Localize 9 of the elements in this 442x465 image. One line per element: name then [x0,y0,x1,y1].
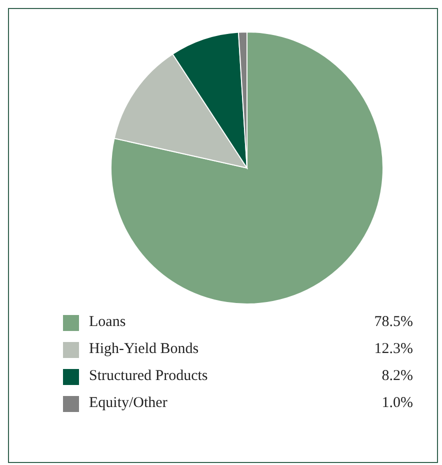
legend-label: High-Yield Bonds [89,341,200,358]
pie-slice [110,32,384,304]
legend-label: Structured Products [89,368,209,385]
legend-label: Loans [89,314,127,331]
data-label: 78.5% [374,314,413,331]
legend-label: Equity/Other [89,395,168,412]
data-label: 8.2% [382,368,413,385]
data-label: 1.0% [382,395,413,412]
data-label: 12.3% [374,341,413,358]
